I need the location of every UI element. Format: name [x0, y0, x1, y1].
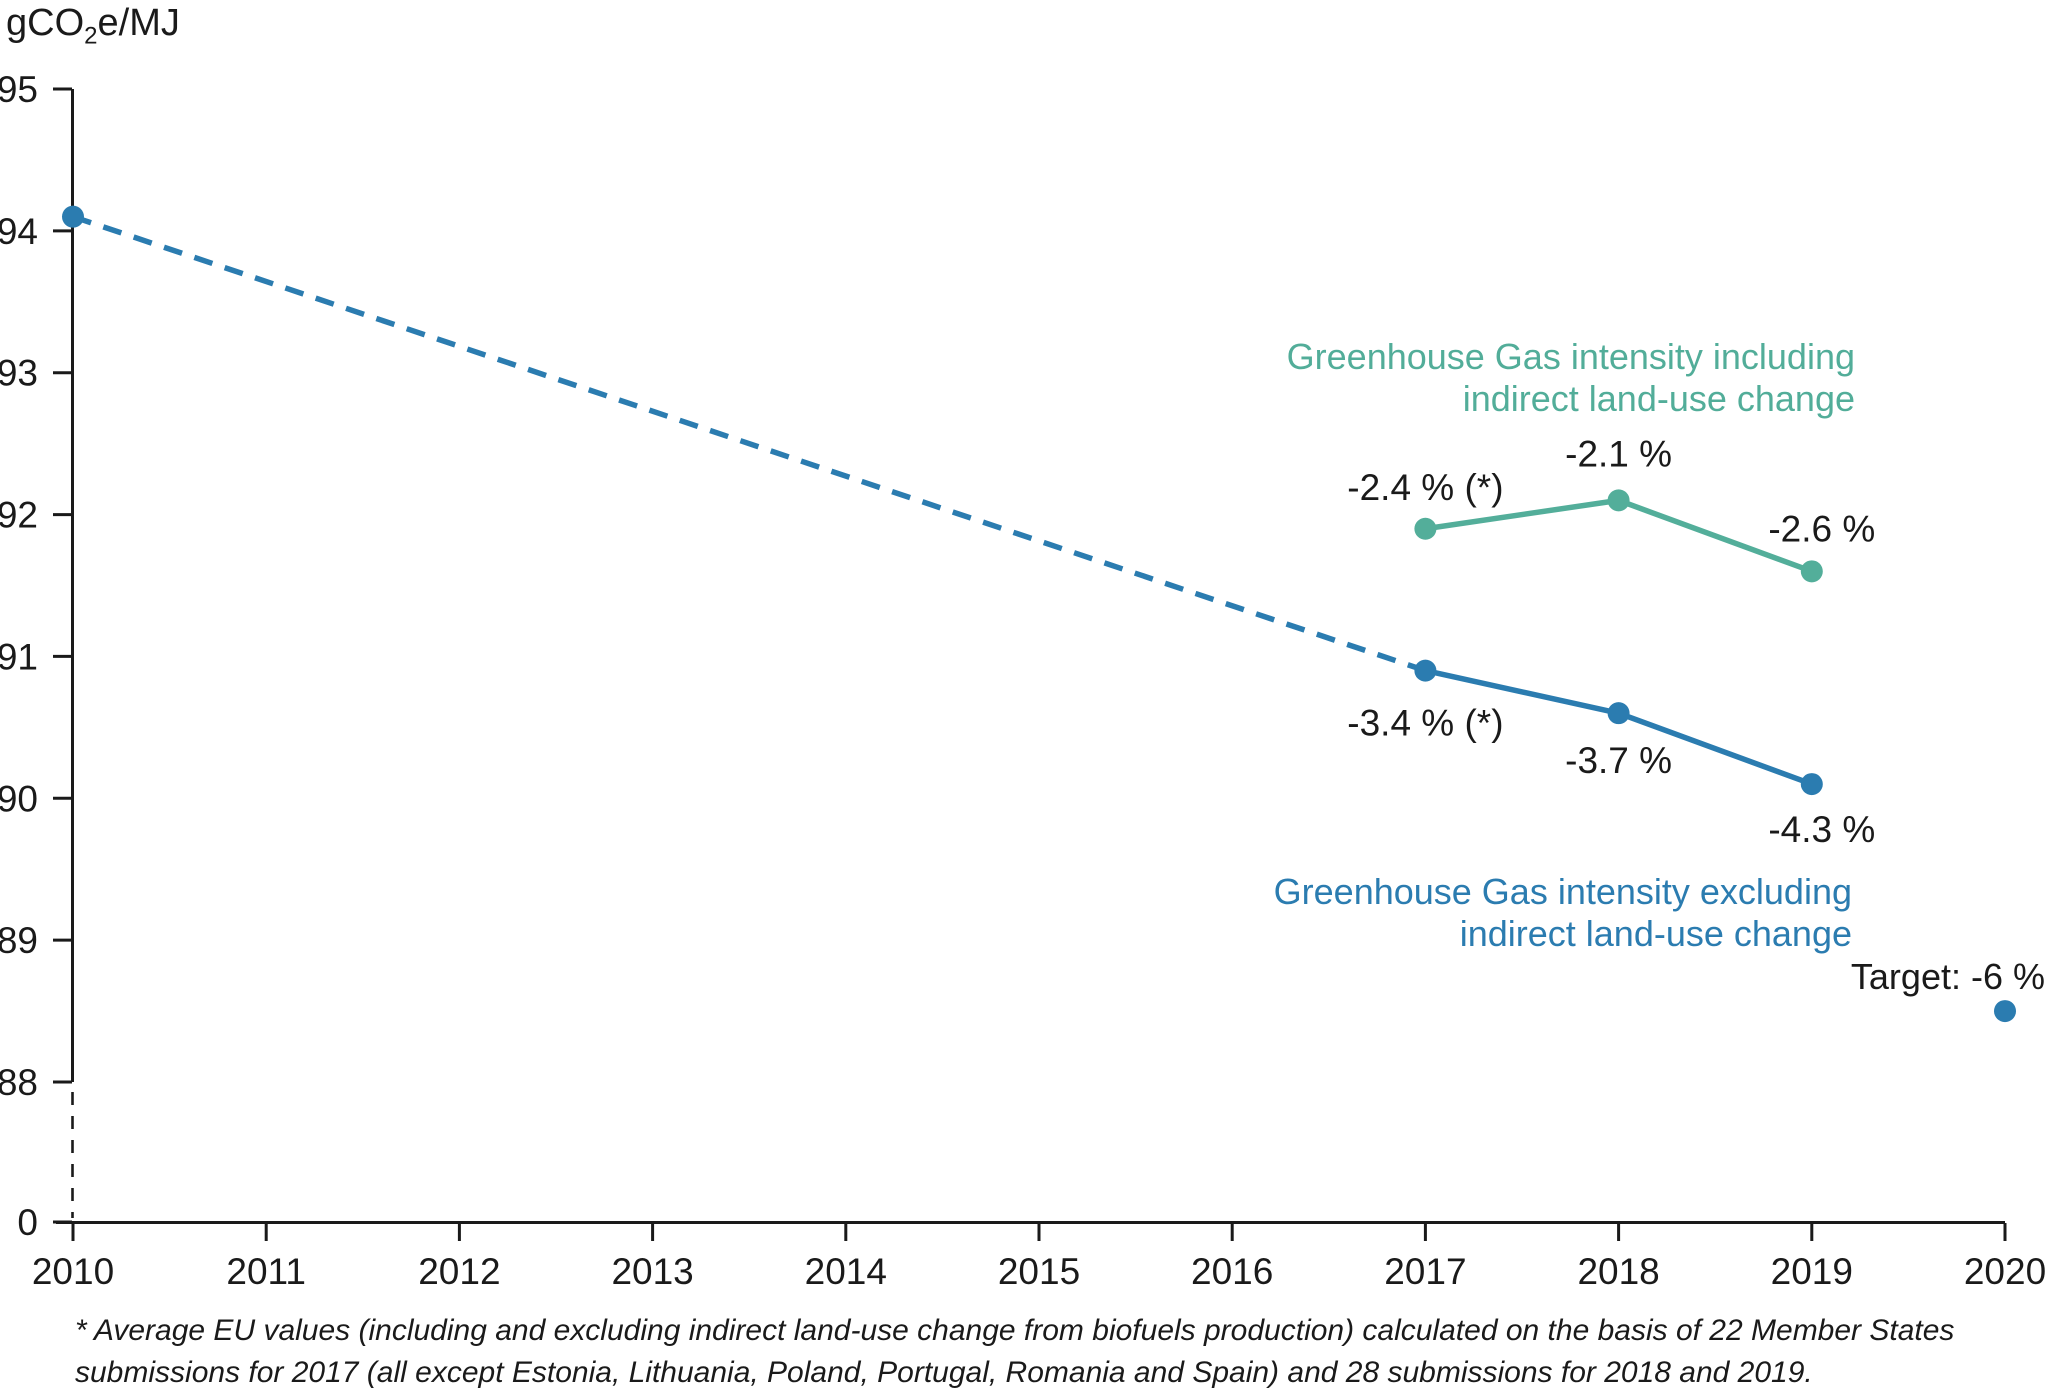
y-tick-label: 91	[0, 636, 38, 677]
series-label-excluding-line2: indirect land-use change	[1459, 913, 1852, 954]
series-label-excluding-iluc: Greenhouse Gas intensity excluding indir…	[1274, 871, 1852, 955]
y-tick-label: 92	[0, 495, 38, 536]
footnote-line1: * Average EU values (including and exclu…	[75, 1314, 1955, 1347]
x-tick-label: 2010	[32, 1251, 114, 1292]
y-tick-label: 90	[0, 778, 38, 819]
x-tick-label: 2020	[1964, 1251, 2046, 1292]
data-label-including-iluc-2018: -2.1 %	[1565, 433, 1672, 474]
x-tick-label: 2017	[1384, 1251, 1466, 1292]
x-tick-label: 2013	[611, 1251, 693, 1292]
series-label-including-line2: indirect land-use change	[1462, 378, 1855, 419]
y-tick-label: 93	[0, 353, 38, 394]
y-tick-label: 95	[0, 69, 38, 110]
data-label-excluding-iluc-2018: -3.7 %	[1565, 740, 1672, 781]
footnote-line2: submissions for 2017 (all except Estonia…	[75, 1356, 1813, 1389]
data-label-excluding-iluc-2017: -3.4 % (*)	[1347, 703, 1503, 744]
data-point-including-iluc-2018	[1607, 489, 1630, 512]
series-label-including-iluc: Greenhouse Gas intensity including indir…	[1287, 336, 1855, 420]
y-axis-unit-prefix: gCO	[6, 2, 85, 44]
x-tick-label: 2012	[418, 1251, 500, 1292]
x-tick-label: 2011	[226, 1251, 306, 1292]
data-label-including-iluc-2019: -2.6 %	[1768, 508, 1875, 549]
y-tick-label: 94	[0, 211, 38, 252]
x-tick-label: 2018	[1577, 1251, 1659, 1292]
y-tick-label: 88	[0, 1062, 38, 1103]
data-label-including-iluc-2017: -2.4 % (*)	[1347, 467, 1503, 508]
y-axis-unit-label: gCO2e/MJ	[6, 2, 180, 51]
data-point-excluding-iluc-2018	[1607, 702, 1630, 725]
target-point	[1994, 1000, 2016, 1023]
series-label-including-line1: Greenhouse Gas intensity including	[1286, 336, 1855, 377]
target-label: Target: -6 %	[1850, 956, 2045, 997]
data-point-excluding-iluc-2010	[62, 205, 84, 228]
series-label-excluding-line1: Greenhouse Gas intensity excluding	[1273, 871, 1852, 912]
data-point-excluding-iluc-2017	[1414, 659, 1437, 682]
data-label-excluding-iluc-2019: -4.3 %	[1768, 809, 1875, 850]
x-tick-label: 2015	[998, 1251, 1080, 1292]
x-tick-label: 2014	[805, 1251, 887, 1292]
x-tick-label: 2019	[1771, 1251, 1853, 1292]
y-axis-unit-suffix: e/MJ	[97, 2, 180, 44]
data-point-including-iluc-2017	[1414, 517, 1437, 540]
y-axis-unit-subscript: 2	[84, 22, 98, 50]
footnote: * Average EU values (including and exclu…	[75, 1310, 1954, 1394]
series-line-dashed-excluding-iluc	[72, 214, 1427, 674]
data-point-excluding-iluc-2019	[1800, 773, 1823, 796]
x-tick-label: 2016	[1191, 1251, 1273, 1292]
data-point-including-iluc-2019	[1800, 560, 1823, 583]
y-tick-label: 0	[17, 1202, 38, 1243]
y-tick-label: 89	[0, 920, 38, 961]
